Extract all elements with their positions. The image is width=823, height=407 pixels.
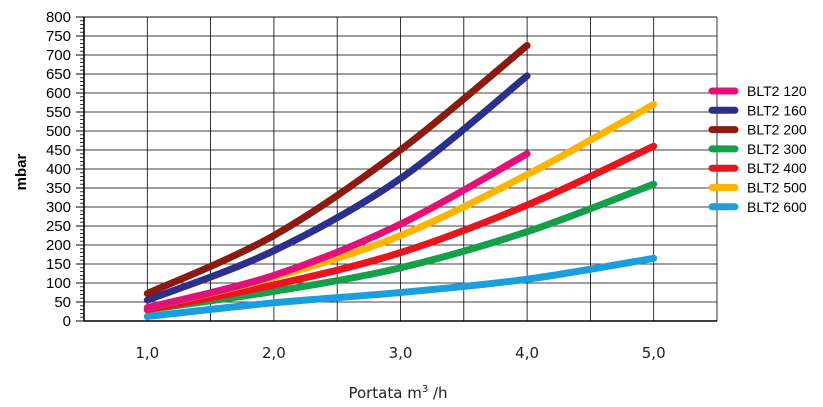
y-tick-label: 200 xyxy=(46,237,71,254)
y-tick-label: 450 xyxy=(46,142,71,159)
legend-label-blt2-500: BLT2 500 xyxy=(747,180,807,196)
x-tick-label: 2,0 xyxy=(262,344,286,362)
y-tick-label: 300 xyxy=(46,199,71,216)
y-tick-label: 150 xyxy=(46,256,71,273)
series-line-blt2-120 xyxy=(143,150,531,312)
y-axis-ticks: 0 50 100 150 200 250 300 350 400 450 500 550 600 650 7… xyxy=(46,9,71,330)
x-axis-ticks: 1,0 2,0 3,0 4,0 5,0 xyxy=(135,344,665,362)
series-line-blt2-600 xyxy=(143,254,658,320)
y-tick-label: 800 xyxy=(46,9,71,26)
y-tick-label: 400 xyxy=(46,161,71,178)
y-axis-label: mbar xyxy=(13,154,30,191)
x-axis-label: Portata m3 /h xyxy=(348,384,447,402)
x-axis-label-superscript: 3 xyxy=(422,384,428,395)
y-tick-label: 550 xyxy=(46,104,71,121)
y-tick-label: 700 xyxy=(46,47,71,64)
legend-label-blt2-600: BLT2 600 xyxy=(747,199,807,215)
y-tick-label: 250 xyxy=(46,218,71,235)
grid xyxy=(84,16,717,321)
x-tick-label: 3,0 xyxy=(389,344,413,362)
legend-label-blt2-300: BLT2 300 xyxy=(747,141,807,157)
legend-label-blt2-160: BLT2 160 xyxy=(747,102,807,118)
x-tick-label: 5,0 xyxy=(642,344,666,362)
legend-label-blt2-200: BLT2 200 xyxy=(747,122,807,138)
x-tick-label: 4,0 xyxy=(515,344,539,362)
series-line-blt2-300 xyxy=(143,180,658,314)
y-tick-label: 650 xyxy=(46,66,71,83)
y-tick-label: 50 xyxy=(54,294,71,311)
x-axis-label-text: Portata m xyxy=(348,384,421,402)
y-tick-label: 500 xyxy=(46,123,71,140)
y-tick-label: 600 xyxy=(46,85,71,102)
legend: BLT2 120 BLT2 160 BLT2 200 BLT2 300 BLT2 400… xyxy=(708,83,807,215)
y-tick-label: 100 xyxy=(46,275,71,292)
legend-label-blt2-400: BLT2 400 xyxy=(747,160,807,176)
series-lines xyxy=(143,42,658,320)
series-line-blt2-200 xyxy=(143,42,531,298)
legend-label-blt2-120: BLT2 120 xyxy=(747,83,807,99)
y-tick-label: 0 xyxy=(63,313,71,330)
x-axis-label-unit: /h xyxy=(428,384,447,402)
series-line-blt2-400 xyxy=(143,142,658,314)
y-tick-label: 350 xyxy=(46,180,71,197)
y-tick-label: 750 xyxy=(46,28,71,45)
series-line-blt2-160 xyxy=(143,72,531,304)
x-tick-label: 1,0 xyxy=(135,344,159,362)
axes xyxy=(76,16,718,322)
